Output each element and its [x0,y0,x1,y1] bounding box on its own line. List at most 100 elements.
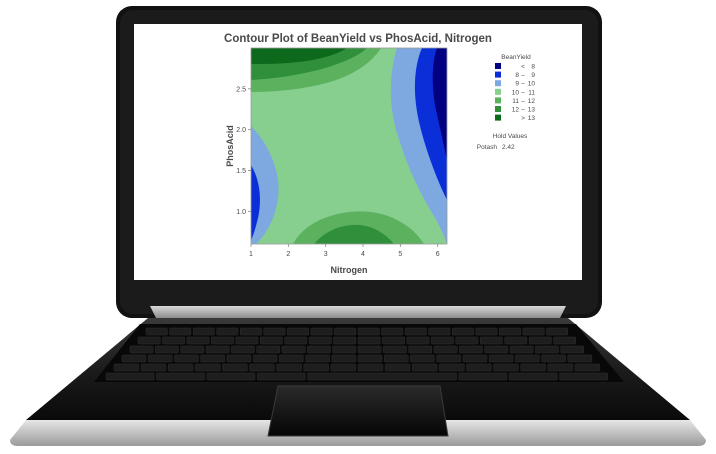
keyboard-key[interactable] [162,336,185,345]
keyboard-key[interactable] [357,336,381,345]
keyboard-key[interactable] [508,372,558,381]
keyboard-key[interactable] [522,327,545,336]
keyboard-key[interactable] [455,336,479,345]
keyboard-key[interactable] [433,345,458,354]
keyboard-key[interactable] [541,354,566,363]
keyboard-key[interactable] [436,354,461,363]
keyboard-key[interactable] [174,354,199,363]
keyboard-key[interactable] [307,345,331,354]
keyboard-key[interactable] [493,363,519,372]
keyboard-key[interactable] [180,345,205,354]
keyboard-key[interactable] [256,372,306,381]
keyboard-key[interactable] [560,345,585,354]
keyboard-key[interactable] [475,327,498,336]
keyboard-key[interactable] [574,363,601,372]
keyboard-key[interactable] [167,363,194,372]
keyboard-key[interactable] [121,354,147,363]
keyboard-key[interactable] [226,354,252,363]
keyboard-key[interactable] [410,354,435,363]
keyboard-key[interactable] [404,327,427,336]
keyboard-key[interactable] [439,363,465,372]
keyboard-key[interactable] [431,336,454,345]
keyboard-key[interactable] [307,372,457,381]
keyboard-key[interactable] [284,336,308,345]
legend-swatch [495,63,501,69]
keyboard-key[interactable] [334,327,357,336]
keyboard-key[interactable] [331,354,357,363]
keyboard-key[interactable] [276,363,302,372]
keyboard-key[interactable] [113,363,140,372]
keyboard-key[interactable] [330,363,357,372]
keyboard-key[interactable] [567,354,593,363]
keyboard-key[interactable] [147,354,173,363]
keyboard-key[interactable] [249,363,275,372]
keyboard-key[interactable] [488,354,514,363]
keyboard-key[interactable] [287,327,309,336]
keyboard-key[interactable] [504,336,528,345]
keyboard-key[interactable] [129,345,154,354]
keyboard-key[interactable] [406,336,430,345]
keyboard-key[interactable] [140,363,167,372]
keyboard-key[interactable] [357,345,382,354]
keyboard-key[interactable] [383,354,409,363]
keyboard-key[interactable] [252,354,278,363]
keyboard-key[interactable] [155,345,179,354]
keyboard-key[interactable] [211,336,234,345]
keyboard-key[interactable] [547,363,573,372]
keyboard-key[interactable] [462,354,488,363]
keyboard-key[interactable] [382,336,405,345]
keyboard-key[interactable] [515,354,540,363]
keyboard-key[interactable] [192,327,215,336]
keyboard-key[interactable] [263,327,286,336]
keyboard-key[interactable] [137,336,161,345]
keyboard-key[interactable] [235,336,259,345]
keyboard-key[interactable] [206,372,256,381]
keyboard-key[interactable] [332,345,357,354]
keyboard-key[interactable] [169,327,192,336]
keyboard-key[interactable] [520,363,546,372]
touchpad[interactable] [267,385,449,437]
keyboard-key[interactable] [509,345,534,354]
keyboard-key[interactable] [195,363,221,372]
keyboard-key[interactable] [256,345,281,354]
keyboard-key[interactable] [553,336,577,345]
keyboard-key[interactable] [546,327,569,336]
keyboard-key[interactable] [279,354,304,363]
keyboard-key[interactable] [357,327,380,336]
keyboard-key[interactable] [466,363,492,372]
keyboard-key[interactable] [479,336,503,345]
keyboard-key[interactable] [239,327,262,336]
keyboard-key[interactable] [381,327,404,336]
keyboard-key[interactable] [156,372,205,381]
keyboard-key[interactable] [333,336,357,345]
keyboard-key[interactable] [216,327,239,336]
keyboard-key[interactable] [186,336,210,345]
keyboard-key[interactable] [528,336,552,345]
keyboard-key[interactable] [458,372,508,381]
keyboard-key[interactable] [259,336,283,345]
keyboard-key[interactable] [428,327,451,336]
keyboard-key[interactable] [281,345,306,354]
keyboard-key[interactable] [383,345,407,354]
keyboard-key[interactable] [303,363,329,372]
keyboard-key[interactable] [357,354,383,363]
keyboard-key[interactable] [205,345,230,354]
keyboard-key[interactable] [357,363,384,372]
keyboard-key[interactable] [459,345,483,354]
keyboard-key[interactable] [105,372,155,381]
keyboard-key[interactable] [535,345,559,354]
keyboard-key[interactable] [310,327,333,336]
keyboard-key[interactable] [559,372,609,381]
keyboard-key[interactable] [231,345,255,354]
keyboard-key[interactable] [308,336,332,345]
keyboard-key[interactable] [200,354,225,363]
keyboard-key[interactable] [499,327,521,336]
keyboard-key[interactable] [305,354,330,363]
keyboard-key[interactable] [411,363,438,372]
keyboard-key[interactable] [451,327,474,336]
keyboard-key[interactable] [145,327,168,336]
keyboard-key[interactable] [484,345,509,354]
keyboard-key[interactable] [384,363,411,372]
keyboard-key[interactable] [222,363,248,372]
keyboard-key[interactable] [408,345,433,354]
